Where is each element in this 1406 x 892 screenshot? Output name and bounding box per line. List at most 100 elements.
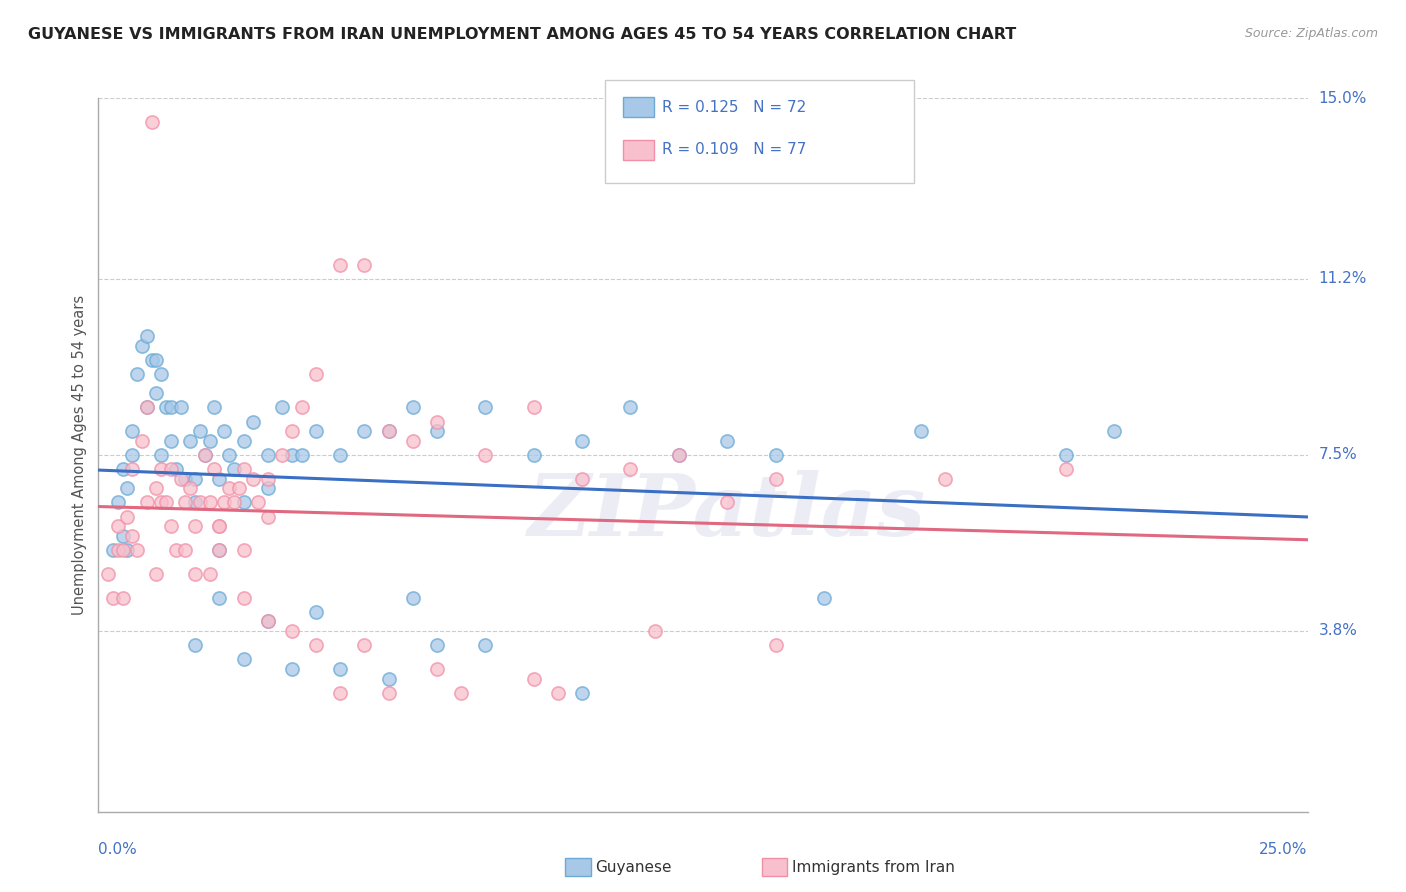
Point: [619, 462, 641, 476]
Point: [204, 401, 226, 415]
Text: GUYANESE VS IMMIGRANTS FROM IRAN UNEMPLOYMENT AMONG AGES 45 TO 54 YEARS CORRELAT: GUYANESE VS IMMIGRANTS FROM IRAN UNEMPLO…: [28, 27, 1017, 42]
Point: [571, 434, 593, 448]
Point: [242, 415, 264, 429]
Point: [198, 566, 221, 581]
Point: [174, 543, 197, 558]
Point: [305, 367, 328, 381]
Point: [353, 638, 375, 652]
Point: [523, 672, 546, 686]
Text: 15.0%: 15.0%: [1319, 91, 1367, 105]
Point: [179, 434, 201, 448]
Point: [174, 472, 197, 486]
Point: [290, 448, 312, 462]
Point: [145, 352, 167, 367]
Point: [450, 686, 472, 700]
Point: [256, 448, 278, 462]
Y-axis label: Unemployment Among Ages 45 to 54 years: Unemployment Among Ages 45 to 54 years: [72, 295, 87, 615]
Point: [1054, 462, 1077, 476]
Point: [117, 509, 139, 524]
Text: ZIPatlas: ZIPatlas: [529, 470, 927, 554]
Point: [145, 481, 167, 495]
Point: [290, 401, 312, 415]
Point: [474, 638, 496, 652]
Point: [271, 401, 294, 415]
Point: [256, 472, 278, 486]
Point: [150, 462, 173, 476]
Point: [426, 424, 449, 438]
Point: [111, 591, 134, 605]
Point: [619, 401, 641, 415]
Point: [212, 424, 235, 438]
Point: [155, 495, 177, 509]
Point: [160, 401, 183, 415]
Text: 11.2%: 11.2%: [1319, 271, 1367, 286]
Point: [150, 367, 173, 381]
Point: [208, 543, 231, 558]
Text: R = 0.109   N = 77: R = 0.109 N = 77: [662, 143, 807, 157]
Point: [188, 495, 211, 509]
Point: [184, 566, 207, 581]
Point: [377, 424, 399, 438]
Point: [111, 462, 134, 476]
Point: [117, 481, 139, 495]
Point: [256, 481, 278, 495]
Point: [426, 662, 449, 676]
Point: [305, 605, 328, 619]
Point: [1102, 424, 1125, 438]
Point: [523, 448, 546, 462]
Point: [117, 543, 139, 558]
Point: [184, 519, 207, 533]
Point: [377, 424, 399, 438]
Point: [402, 591, 425, 605]
Point: [644, 624, 666, 638]
Point: [426, 415, 449, 429]
Point: [571, 472, 593, 486]
Point: [121, 424, 143, 438]
Point: [281, 624, 304, 638]
Point: [141, 115, 163, 129]
Point: [329, 448, 352, 462]
Text: 25.0%: 25.0%: [1260, 842, 1308, 857]
Point: [145, 566, 167, 581]
Point: [121, 448, 143, 462]
Point: [765, 472, 787, 486]
Point: [668, 448, 690, 462]
Point: [218, 481, 240, 495]
Point: [813, 591, 835, 605]
Point: [212, 495, 235, 509]
Point: [194, 448, 217, 462]
Point: [165, 462, 187, 476]
Point: [232, 652, 254, 666]
Text: Source: ZipAtlas.com: Source: ZipAtlas.com: [1244, 27, 1378, 40]
Point: [716, 434, 738, 448]
Point: [127, 367, 149, 381]
Point: [107, 495, 129, 509]
Point: [242, 472, 264, 486]
Point: [184, 638, 207, 652]
Point: [228, 481, 250, 495]
Point: [329, 258, 352, 272]
Point: [111, 543, 134, 558]
Point: [145, 386, 167, 401]
Point: [208, 519, 231, 533]
Point: [155, 401, 177, 415]
Point: [169, 401, 191, 415]
Text: Guyanese: Guyanese: [595, 860, 671, 874]
Point: [910, 424, 932, 438]
Point: [198, 495, 221, 509]
Point: [141, 352, 163, 367]
Point: [107, 543, 129, 558]
Point: [934, 472, 956, 486]
Point: [150, 495, 173, 509]
Point: [523, 401, 546, 415]
Point: [160, 462, 183, 476]
Point: [377, 672, 399, 686]
Point: [765, 638, 787, 652]
Point: [194, 448, 217, 462]
Point: [174, 495, 197, 509]
Point: [256, 615, 278, 629]
Point: [256, 509, 278, 524]
Text: 0.0%: 0.0%: [98, 842, 138, 857]
Point: [353, 258, 375, 272]
Point: [256, 615, 278, 629]
